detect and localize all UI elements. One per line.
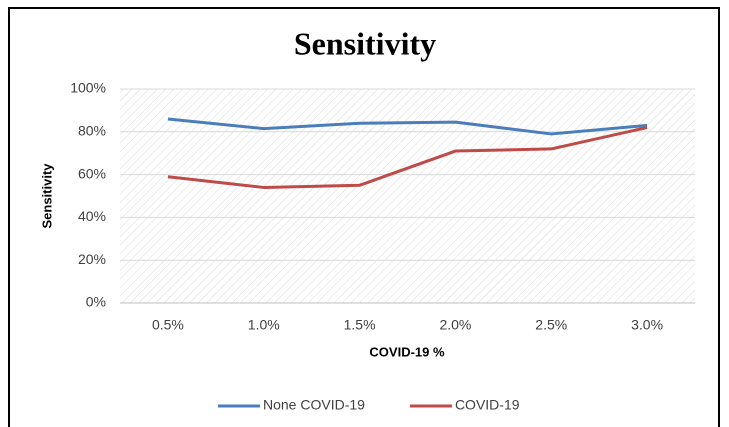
plot-area	[120, 89, 695, 303]
series-line	[167, 117, 648, 136]
chart-title: Sensitivity	[294, 25, 436, 61]
x-tick-label: 0.5%	[152, 317, 184, 333]
y-tick-label: 0%	[86, 294, 106, 310]
x-tick-label: 1.0%	[248, 317, 280, 333]
x-tick-label: 1.5%	[344, 317, 376, 333]
x-tick-label: 3.0%	[631, 317, 663, 333]
legend-label: None COVID-19	[263, 397, 365, 413]
series-line	[167, 126, 648, 189]
x-axis-title: COVID-19 %	[369, 344, 445, 359]
x-tick-label: 2.0%	[439, 317, 471, 333]
y-tick-label: 20%	[78, 251, 106, 267]
x-tick-label: 2.5%	[535, 317, 567, 333]
y-tick-label: 100%	[70, 80, 106, 96]
legend-label: COVID-19	[455, 397, 520, 413]
y-tick-label: 80%	[78, 123, 106, 139]
y-tick-label: 40%	[78, 208, 106, 224]
y-tick-label: 60%	[78, 165, 106, 181]
y-axis-title: Sensitivity	[39, 163, 54, 229]
